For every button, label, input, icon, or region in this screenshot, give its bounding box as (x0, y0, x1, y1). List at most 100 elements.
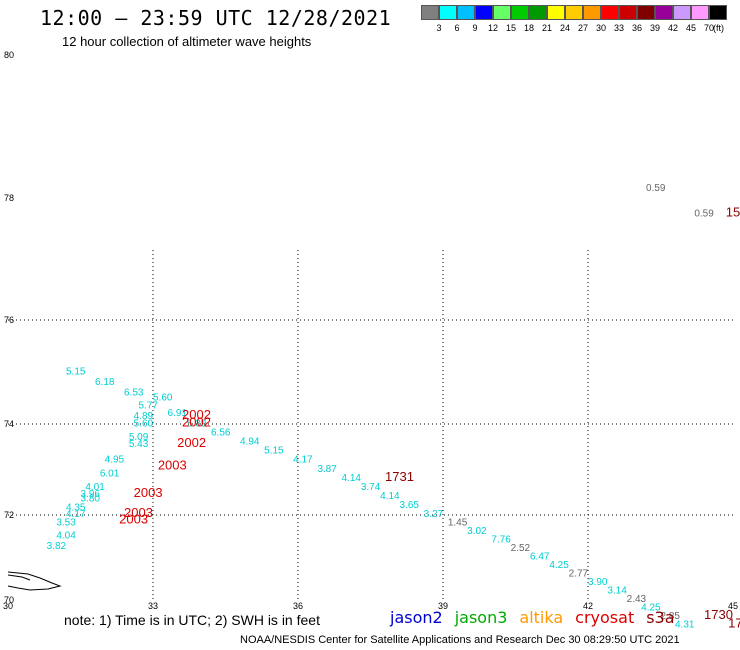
pass-time-label: 2002 (182, 407, 211, 422)
x-tick-label: 36 (293, 601, 303, 611)
wave-height-point: 4.14 (342, 473, 362, 484)
color-scale-label: 45 (685, 23, 696, 33)
color-scale-label: 6 (454, 23, 460, 33)
wave-height-point: 3.96 (81, 489, 101, 500)
color-scale-label: 18 (523, 23, 534, 33)
wave-height-point: 0.59 (646, 183, 666, 194)
wave-height-point: 0.59 (694, 208, 714, 219)
wave-height-point: 6.47 (530, 552, 550, 563)
wave-height-point: 3.74 (361, 482, 381, 493)
legend-item-altika: altika (519, 608, 564, 627)
wave-height-point: 4.95 (105, 455, 125, 466)
satellite-legend: jason2 jason3 altika cryosat s3a (390, 608, 687, 627)
color-scale-label: 39 (649, 23, 660, 33)
wave-height-point: 5.60 (153, 393, 173, 404)
wave-height-point: 4.17 (66, 509, 86, 520)
wave-height-point: 4.01 (85, 482, 105, 493)
legend-item-s3a: s3a (646, 608, 675, 627)
wave-height-point: 4.14 (380, 491, 400, 502)
x-tick-label: 42 (583, 601, 593, 611)
wave-height-point: 3.14 (607, 586, 627, 597)
wave-height-point: 3.87 (317, 464, 337, 475)
y-tick-label: 76 (4, 315, 14, 325)
wave-height-point: 4.31 (675, 620, 695, 631)
color-swatch (673, 5, 691, 20)
credit-line: NOAA/NESDIS Center for Satellite Applica… (240, 634, 680, 646)
legend-item-jason2: jason2 (390, 608, 443, 627)
color-swatch (637, 5, 655, 20)
color-scale-label: 36 (631, 23, 642, 33)
color-swatch (511, 5, 529, 20)
wave-height-point: 2.52 (511, 543, 531, 554)
wave-height-point: 5.15 (66, 367, 86, 378)
x-tick-label: 45 (728, 601, 738, 611)
wave-height-point: 1.45 (448, 518, 468, 529)
pass-time-label: 2003 (124, 505, 153, 520)
color-swatch (565, 5, 583, 20)
wave-height-point: 4.25 (641, 603, 661, 614)
color-swatch (547, 5, 565, 20)
wave-height-point: 2.85 (661, 611, 681, 622)
wave-height-point: 4.04 (56, 530, 76, 541)
x-tick-label: 30 (3, 601, 13, 611)
pass-time-label: 2003 (158, 458, 187, 473)
wave-height-point: 4.35 (66, 502, 86, 513)
page-title: 12:00 – 23:59 UTC 12/28/2021 (40, 6, 392, 30)
wave-height-point: 6.91 (168, 408, 188, 419)
color-scale-label: 15 (505, 23, 516, 33)
color-scale-label: 24 (559, 23, 570, 33)
wave-height-point: 5.39 (187, 418, 207, 429)
color-swatch (601, 5, 619, 20)
y-tick-label: 78 (4, 193, 14, 203)
pass-time-label: 2003 (119, 512, 148, 527)
wave-height-point: 5.15 (264, 446, 284, 457)
wave-height-point: 3.65 (400, 500, 420, 511)
wave-height-point: 5.77 (139, 400, 159, 411)
wave-height-point: 3.82 (47, 541, 67, 552)
wave-height-point: 2.43 (627, 594, 647, 605)
x-tick-label: 39 (438, 601, 448, 611)
wave-height-point: 7.76 (491, 535, 511, 546)
wave-height-point: 3.53 (56, 518, 76, 529)
wave-height-point: 6.53 (124, 387, 144, 398)
pass-time-label: 2003 (134, 485, 163, 500)
wave-height-point: 2.77 (569, 569, 589, 580)
color-scale-label: 33 (613, 23, 624, 33)
legend-item-cryosat: cryosat (575, 608, 635, 627)
footer-note: note: 1) Time is in UTC; 2) SWH is in fe… (64, 612, 320, 628)
pass-time-label: 1729 (728, 616, 740, 631)
color-scale-label: 3 (436, 23, 442, 33)
color-swatch (655, 5, 673, 20)
wave-height-point: 4.89 (134, 411, 154, 422)
color-swatch (529, 5, 547, 20)
wave-height-point: 6.01 (100, 468, 120, 479)
y-tick-label: 74 (4, 419, 14, 429)
wave-height-point: 4.17 (293, 455, 313, 466)
color-scale-unit: (ft) (713, 23, 724, 33)
wave-height-point: 4.94 (240, 436, 260, 447)
color-swatch (475, 5, 493, 20)
wave-height-point: 3.27 (424, 509, 444, 520)
wave-height-point: 5.43 (129, 439, 149, 450)
wave-height-point: 5.09 (129, 432, 149, 443)
wave-height-point: 3.80 (81, 493, 101, 504)
color-swatch (691, 5, 709, 20)
color-swatch (457, 5, 475, 20)
wave-height-point: 3.90 (588, 577, 608, 588)
color-swatch (439, 5, 457, 20)
wave-height-point: 5.60 (134, 418, 154, 429)
color-scale-label: 30 (595, 23, 606, 33)
color-swatch (493, 5, 511, 20)
wave-height-point: 6.56 (211, 427, 231, 438)
page-subtitle: 12 hour collection of altimeter wave hei… (62, 34, 312, 49)
wave-height-point: 4.25 (549, 560, 569, 571)
color-scale-label: 42 (667, 23, 678, 33)
color-swatch (709, 5, 727, 20)
color-swatch (421, 5, 439, 20)
pass-time-label: 1730 (704, 607, 733, 622)
coastline (7, 574, 31, 581)
color-swatch (583, 5, 601, 20)
wave-height-point: 6.18 (95, 377, 115, 388)
color-scale-label: 70 (703, 23, 714, 33)
